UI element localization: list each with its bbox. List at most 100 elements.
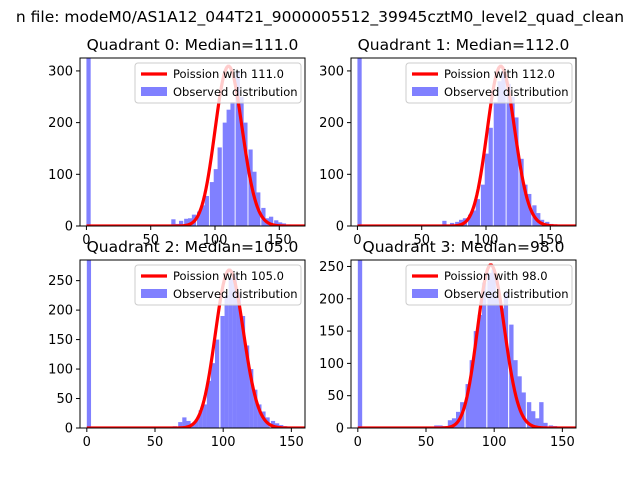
histogram-bar (182, 417, 187, 428)
histogram-bar (224, 295, 229, 428)
x-tick-label: 0 (82, 233, 90, 248)
histogram-bar (204, 196, 209, 226)
histogram-bar (86, 58, 91, 226)
histogram-bar (222, 122, 227, 226)
y-tick-label: 200 (319, 292, 344, 307)
y-tick-label: 250 (319, 260, 344, 275)
histogram-bar (465, 384, 470, 428)
axes-frame (350, 259, 577, 429)
poisson-fit-line (86, 64, 305, 226)
histogram-bar (178, 422, 183, 428)
subplot-quadrant-0: 0 50 100 150 0 100 200 300 Quadrant 0: Median=11… (48, 36, 306, 248)
legend-hist-label: Observed distribution (444, 85, 569, 99)
histogram-bar (469, 360, 474, 428)
histogram-bar (171, 219, 176, 226)
histogram-bar (539, 402, 544, 428)
histogram-bar (480, 184, 486, 226)
histogram-bar (526, 402, 532, 428)
histogram-bar (188, 218, 193, 226)
x-tick-label: 150 (550, 435, 575, 450)
histogram-bar (197, 211, 202, 226)
x-tick-label: 100 (203, 233, 228, 248)
histogram-bar (514, 117, 519, 226)
histogram-bar (249, 369, 254, 428)
histogram-bar (209, 182, 215, 226)
y-tick-label: 300 (319, 64, 344, 79)
histogram-bar (451, 418, 457, 428)
histogram-bar (230, 101, 235, 226)
histogram-bar (236, 292, 242, 428)
legend-hist-swatch (141, 289, 167, 298)
subplot-quadrant-2: 0 50 100 150 0 50 100 150 200 250 Quadrant 2: Medi… (48, 238, 306, 450)
histogram-bar (213, 169, 218, 226)
histogram-bar (473, 331, 479, 428)
legend: Poission with 111.0 Observed distribution (134, 62, 302, 104)
subplot-title: Quadrant 2: Median=105.0 (87, 238, 299, 256)
subplot-grid: 0 50 100 150 0 100 200 300 Quadrant 0: Median=11… (48, 36, 577, 450)
histogram-bar (517, 376, 522, 428)
histogram-bar (468, 214, 473, 226)
x-tick-label: 150 (267, 233, 292, 248)
histogram-bar (535, 418, 540, 428)
plot-area (86, 260, 305, 428)
histogram-bar (506, 83, 511, 226)
y-tick-label: 50 (56, 392, 73, 407)
histogram-bar (239, 96, 244, 226)
legend-box (134, 264, 302, 306)
histogram-bar (523, 184, 528, 226)
x-tick-label: 100 (474, 233, 499, 248)
plot-area (86, 58, 305, 226)
histogram-bar (357, 260, 363, 428)
histogram-bar (543, 422, 548, 428)
histogram-bar (200, 205, 206, 226)
histogram-bar (243, 122, 248, 226)
legend-box (134, 62, 302, 104)
y-tick-label: 0 (336, 220, 344, 235)
y-tick-label: 0 (65, 220, 73, 235)
histogram-bar (220, 316, 225, 428)
x-tick-label: 50 (147, 435, 164, 450)
histogram-bar (510, 96, 515, 226)
legend-hist-swatch (141, 87, 167, 96)
histogram-bar (210, 363, 216, 428)
x-tick-label: 0 (83, 435, 91, 450)
legend-fit-label: Poission with 105.0 (173, 269, 284, 283)
y-tick-label: 100 (48, 363, 73, 378)
subplot-title: Quadrant 1: Median=112.0 (358, 36, 570, 54)
legend-hist-swatch (412, 87, 438, 96)
histogram-bar (497, 81, 502, 226)
subplot-quadrant-1: 0 50 100 150 0 100 200 300 Quadrant 1: Median=11… (319, 36, 577, 248)
poisson-fit-line (357, 64, 576, 226)
histogram-bar (184, 218, 189, 226)
legend-fit-label: Poission with 111.0 (173, 67, 284, 81)
histogram-bar (245, 345, 250, 428)
histogram-bar (228, 277, 233, 428)
histogram-bar (519, 158, 524, 226)
axes-frame (79, 57, 306, 227)
histogram-bar (477, 314, 483, 428)
histogram-bar (521, 392, 526, 428)
histogram-bar (274, 220, 279, 226)
histogram-bar (357, 58, 362, 226)
y-tick-label: 200 (48, 304, 73, 319)
subplot-title: Quadrant 0: Median=111.0 (87, 36, 299, 54)
x-tick-label: 50 (142, 233, 159, 248)
legend-box (405, 62, 573, 104)
histogram-bar (493, 101, 498, 226)
histogram-bar (471, 210, 477, 226)
histogram-bar (269, 216, 274, 226)
axes-frame (79, 259, 306, 429)
histogram-bar (206, 380, 212, 428)
histogram-bar (235, 70, 240, 226)
histogram-bar (217, 147, 222, 226)
legend-fit-label: Poission with 98.0 (444, 269, 548, 283)
y-tick-label: 0 (65, 422, 73, 437)
histogram-bar (257, 404, 262, 428)
x-tick-label: 50 (413, 233, 430, 248)
legend: Poission with 98.0 Observed distribution (405, 264, 573, 306)
histogram-bar (495, 295, 500, 428)
x-tick-label: 100 (211, 435, 236, 450)
legend: Poission with 112.0 Observed distribution (405, 62, 573, 104)
poisson-fit-line (86, 268, 305, 428)
histogram-bar (442, 220, 447, 226)
